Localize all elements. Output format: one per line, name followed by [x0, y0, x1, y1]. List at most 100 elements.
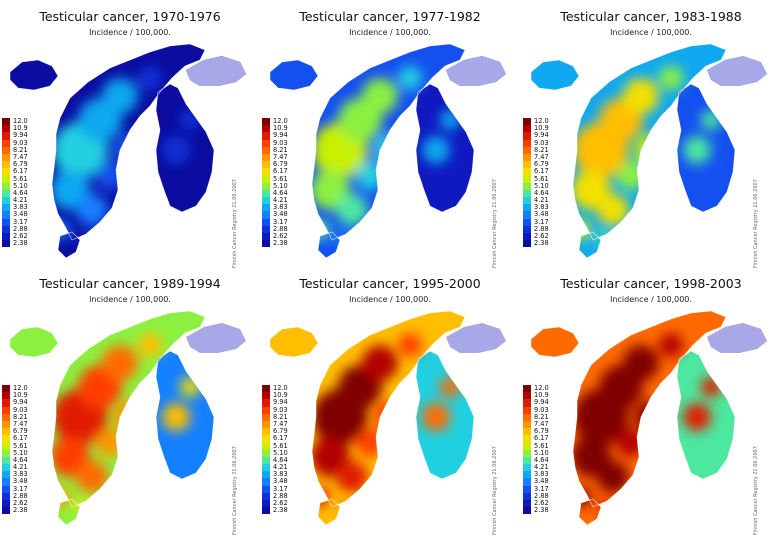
legend-item: 8.21 — [262, 412, 302, 421]
credit-text: Finnish Cancer Registry 21.06.2007 — [753, 446, 759, 535]
legend-item: 10.9 — [523, 124, 563, 133]
map-title: Testicular cancer, 1995-2000 — [299, 276, 481, 291]
legend-label: 3.48 — [13, 477, 28, 486]
legend-swatch — [523, 507, 531, 515]
legend-item: 5.61 — [2, 442, 42, 450]
legend-label: 4.21 — [13, 196, 28, 205]
legend-item: 6.17 — [262, 434, 302, 443]
legend-label: 4.21 — [13, 463, 28, 472]
legend-label: 6.17 — [534, 167, 549, 176]
legend-item: 9.03 — [2, 405, 42, 414]
legend-swatch — [523, 182, 531, 190]
legend-item: 3.83 — [2, 470, 42, 479]
legend-swatch — [523, 392, 531, 400]
legend-swatch — [2, 240, 10, 248]
legend-label: 8.21 — [273, 412, 288, 421]
legend-swatch — [523, 464, 531, 472]
legend-swatch — [523, 189, 531, 198]
legend-label: 6.79 — [534, 427, 549, 436]
legend-label: 12.0 — [13, 384, 28, 392]
registry-credit: Finnish Cancer Registry 21.06.2007 — [753, 150, 761, 270]
scandinavia-map — [9, 310, 246, 526]
scandinavia-map — [9, 43, 246, 259]
legend-label: 9.03 — [13, 405, 28, 414]
legend-item: 8.21 — [523, 413, 563, 421]
color-legend: 12.0 10.9 9.94 9.03 8.21 7.47 6.79 6.17 5.61 5.10… — [262, 117, 302, 248]
legend-item: 6.79 — [2, 160, 42, 169]
registry-credit: Finnish Cancer Registry 21.06.2007 — [492, 417, 500, 537]
legend-label: 7.47 — [13, 152, 28, 161]
legend-label: 9.03 — [273, 405, 288, 414]
legend-item: 3.83 — [2, 203, 42, 212]
map-panel: Testicular cancer, 1983-1988 Incidence / … — [521, 0, 781, 270]
legend-swatch — [262, 385, 270, 393]
legend-swatch — [523, 161, 531, 169]
legend-label: 5.10 — [534, 448, 549, 457]
legend-label: 2.62 — [13, 232, 28, 240]
credit-text: Finnish Cancer Registry 21.06.2007 — [753, 179, 759, 268]
legend-swatch — [262, 182, 270, 190]
legend-label: 10.9 — [273, 124, 288, 133]
legend-label: 3.83 — [13, 203, 28, 212]
legend-item: 5.10 — [262, 181, 302, 190]
legend-swatch — [523, 471, 531, 479]
legend-item: 3.17 — [262, 218, 302, 226]
map-subtitle: Incidence / 100,000. — [89, 295, 171, 304]
legend-item: 9.94 — [262, 131, 302, 140]
legend-label: 12.0 — [534, 384, 549, 392]
legend-label: 4.64 — [13, 455, 28, 464]
legend-label: 3.83 — [273, 203, 288, 212]
legend-swatch — [262, 449, 270, 457]
legend-swatch — [2, 197, 10, 205]
legend-swatch — [2, 204, 10, 212]
legend-swatch — [523, 125, 531, 133]
legend-swatch — [262, 132, 270, 140]
legend-label: 6.17 — [273, 167, 288, 176]
legend-item: 12.0 — [523, 117, 563, 126]
legend-label: 4.21 — [273, 463, 288, 472]
legend-swatch — [2, 456, 10, 465]
legend-swatch — [523, 442, 531, 450]
legend-label: 2.38 — [273, 506, 288, 515]
legend-swatch — [2, 478, 10, 486]
legend-swatch — [2, 464, 10, 472]
legend-swatch — [2, 175, 10, 183]
legend-swatch — [523, 456, 531, 465]
legend-swatch — [2, 492, 10, 500]
legend-item: 3.83 — [523, 203, 563, 212]
legend-item: 4.21 — [262, 196, 302, 205]
legend-swatch — [2, 471, 10, 479]
legend-swatch — [262, 485, 270, 493]
map-subtitle: Incidence / 100,000. — [349, 28, 431, 37]
legend-item: 4.64 — [2, 455, 42, 465]
legend-label: 2.38 — [534, 506, 549, 515]
legend-item: 8.21 — [523, 146, 563, 154]
legend-item: 10.9 — [523, 391, 563, 400]
legend-swatch — [262, 211, 270, 219]
legend-swatch — [523, 435, 531, 443]
credit-text: Finnish Cancer Registry 21.06.2007 — [232, 179, 238, 268]
legend-item: 5.10 — [2, 182, 42, 190]
legend-item: 2.38 — [262, 506, 302, 515]
legend-swatch — [262, 240, 270, 248]
legend-item: 6.79 — [2, 427, 42, 436]
map-panel: Testicular cancer, 1977-1982 Incidence / … — [260, 0, 520, 268]
legend-label: 6.17 — [534, 434, 549, 443]
legend-item: 6.17 — [523, 167, 563, 176]
legend-swatch — [523, 233, 531, 241]
legend-label: 4.21 — [273, 196, 288, 205]
legend-label: 4.64 — [13, 188, 28, 197]
legend-label: 6.17 — [13, 434, 28, 443]
legend-swatch — [523, 420, 531, 429]
legend-item: 3.48 — [523, 477, 563, 486]
legend-label: 6.79 — [273, 160, 288, 169]
legend-item: 5.61 — [262, 175, 302, 183]
legend-swatch — [262, 413, 270, 421]
legend-swatch — [2, 413, 10, 421]
legend-label: 5.10 — [273, 181, 288, 190]
legend-item: 3.83 — [523, 470, 563, 479]
legend-label: 7.47 — [273, 419, 288, 428]
legend-swatch — [2, 153, 10, 162]
legend-item: 5.10 — [262, 449, 302, 457]
legend-swatch — [2, 449, 10, 457]
